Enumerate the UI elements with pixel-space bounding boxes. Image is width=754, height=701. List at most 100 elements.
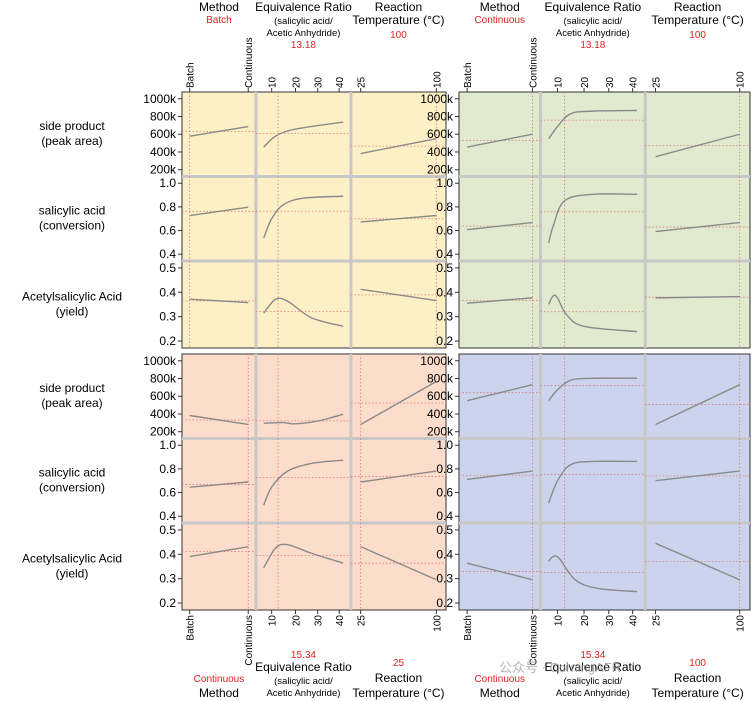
x-tick-label: 10 [554, 615, 565, 627]
response-label-unit: (conversion) [39, 219, 105, 233]
series-curve [548, 460, 638, 504]
y-tick-label: 800k [150, 371, 177, 385]
y-tick-label: 0.2 [436, 334, 453, 348]
bottom-right-footer-name-method: Method [480, 686, 520, 700]
x-tick-label: 10 [554, 76, 565, 88]
x-tick-label: 40 [629, 76, 640, 88]
y-tick-label: 800k [427, 109, 454, 123]
bottom-right-footer-name-ratio: Equivalence Ratio [544, 660, 641, 674]
y-tick-label: 200k [150, 425, 177, 439]
y-tick-label: 0.8 [436, 200, 453, 214]
top-right-factor-sub1: (salicylic acid/ [564, 16, 623, 27]
x-tick-label: 40 [335, 76, 346, 88]
response-label: Acetylsalicylic Acid [22, 551, 122, 565]
y-tick-label: 1.0 [436, 176, 453, 190]
panel-continuous-low-temp [181, 353, 447, 611]
bottom-right-footer-name-temp2: Temperature (°C) [652, 686, 744, 700]
response-label-unit: (yield) [56, 304, 89, 318]
series-curve [189, 298, 249, 304]
bottom-right-footer-value-temp: 100 [689, 658, 706, 669]
series-curve [655, 221, 740, 233]
x-tick-label: 30 [314, 615, 325, 627]
response-label: salicylic acid [39, 204, 106, 218]
x-tick-label: Continuous [244, 37, 255, 88]
series-curve [548, 555, 638, 593]
y-tick-label: 0.4 [159, 509, 176, 523]
response-label-unit: (yield) [56, 566, 89, 580]
series-curve [655, 470, 740, 482]
response-label: side product [39, 119, 105, 133]
top-left-factor-sub2: Acetic Anhydride) [266, 28, 340, 39]
top-right-factor-value-ratio: 13.18 [580, 40, 605, 51]
x-tick-label: 25 [357, 615, 368, 627]
series-curve [547, 193, 638, 244]
top-left-factor-name-method: Method [199, 0, 239, 14]
top-right-factor-sub2: Acetic Anhydride) [556, 28, 630, 39]
x-tick-label: 40 [335, 615, 346, 627]
x-tick-label: 100 [736, 71, 747, 88]
series-curve [263, 121, 344, 148]
x-tick-label: 100 [432, 71, 443, 88]
top-right-factor-value-method: Continuous [474, 15, 525, 26]
y-tick-label: 1000k [420, 354, 454, 368]
series-curve [189, 125, 249, 137]
x-tick-label: 30 [314, 76, 325, 88]
series-curve [360, 470, 437, 483]
y-tick-label: 800k [427, 371, 454, 385]
y-tick-label: 0.3 [436, 310, 453, 324]
bottom-right-footer-value-method: Continuous [474, 674, 525, 685]
series-curve [466, 133, 533, 148]
y-tick-label: 400k [150, 145, 177, 159]
top-left-factor-sub1: (salicylic acid/ [274, 16, 333, 27]
series-curve [655, 542, 740, 581]
y-tick-label: 0.2 [159, 334, 176, 348]
response-label-unit: (peak area) [41, 134, 102, 148]
series-curve [263, 195, 344, 239]
y-tick-label: 1000k [143, 354, 177, 368]
response-label-unit: (conversion) [39, 481, 105, 495]
y-tick-label: 600k [150, 389, 177, 403]
x-tick-label: 20 [580, 615, 591, 627]
x-tick-label: Batch [186, 615, 197, 641]
x-tick-label: 100 [736, 615, 747, 632]
y-tick-label: 0.4 [436, 285, 453, 299]
response-label-unit: (peak area) [41, 396, 102, 410]
series-curve [655, 133, 740, 158]
series-curve [548, 294, 638, 333]
y-tick-label: 0.8 [436, 462, 453, 476]
x-tick-label: 20 [580, 76, 591, 88]
y-tick-label: 1.0 [436, 438, 453, 452]
response-label: Acetylsalicylic Acid [22, 289, 122, 303]
y-tick-label: 0.3 [159, 572, 176, 586]
bottom-left-footer-sub1: (salicylic acid/ [274, 676, 333, 687]
y-tick-label: 0.4 [436, 247, 453, 261]
bottom-left-footer-value-method: Continuous [194, 674, 245, 685]
series-curve [263, 413, 344, 425]
y-tick-label: 0.3 [436, 572, 453, 586]
x-tick-label: 10 [268, 615, 279, 627]
x-tick-label: 10 [268, 76, 279, 88]
series-curve [655, 295, 740, 299]
series-curve [466, 221, 533, 231]
x-tick-label: 20 [291, 76, 302, 88]
top-left-factor-value-method: Batch [206, 15, 232, 26]
series-curve [360, 545, 437, 581]
y-tick-label: 200k [150, 163, 177, 177]
bottom-left-footer-value-ratio: 15.34 [291, 650, 316, 661]
x-tick-label: Batch [463, 615, 474, 641]
top-right-factor-name-ratio: Equivalence Ratio [544, 0, 641, 14]
top-left-factor-value-temp: 100 [390, 30, 407, 41]
x-tick-label: 25 [357, 76, 368, 88]
y-tick-label: 0.4 [159, 247, 176, 261]
top-right-factor-name-method: Method [480, 0, 520, 14]
y-tick-label: 0.2 [159, 596, 176, 610]
series-curve [466, 562, 533, 581]
y-tick-label: 600k [427, 127, 454, 141]
series-curve [467, 297, 533, 304]
series-curve [360, 380, 437, 426]
series-curve [548, 377, 638, 402]
x-tick-label: Batch [186, 62, 197, 88]
bottom-right-footer-name-temp: Reaction [674, 671, 721, 685]
series-curve [263, 543, 344, 569]
series-curve [360, 214, 437, 223]
